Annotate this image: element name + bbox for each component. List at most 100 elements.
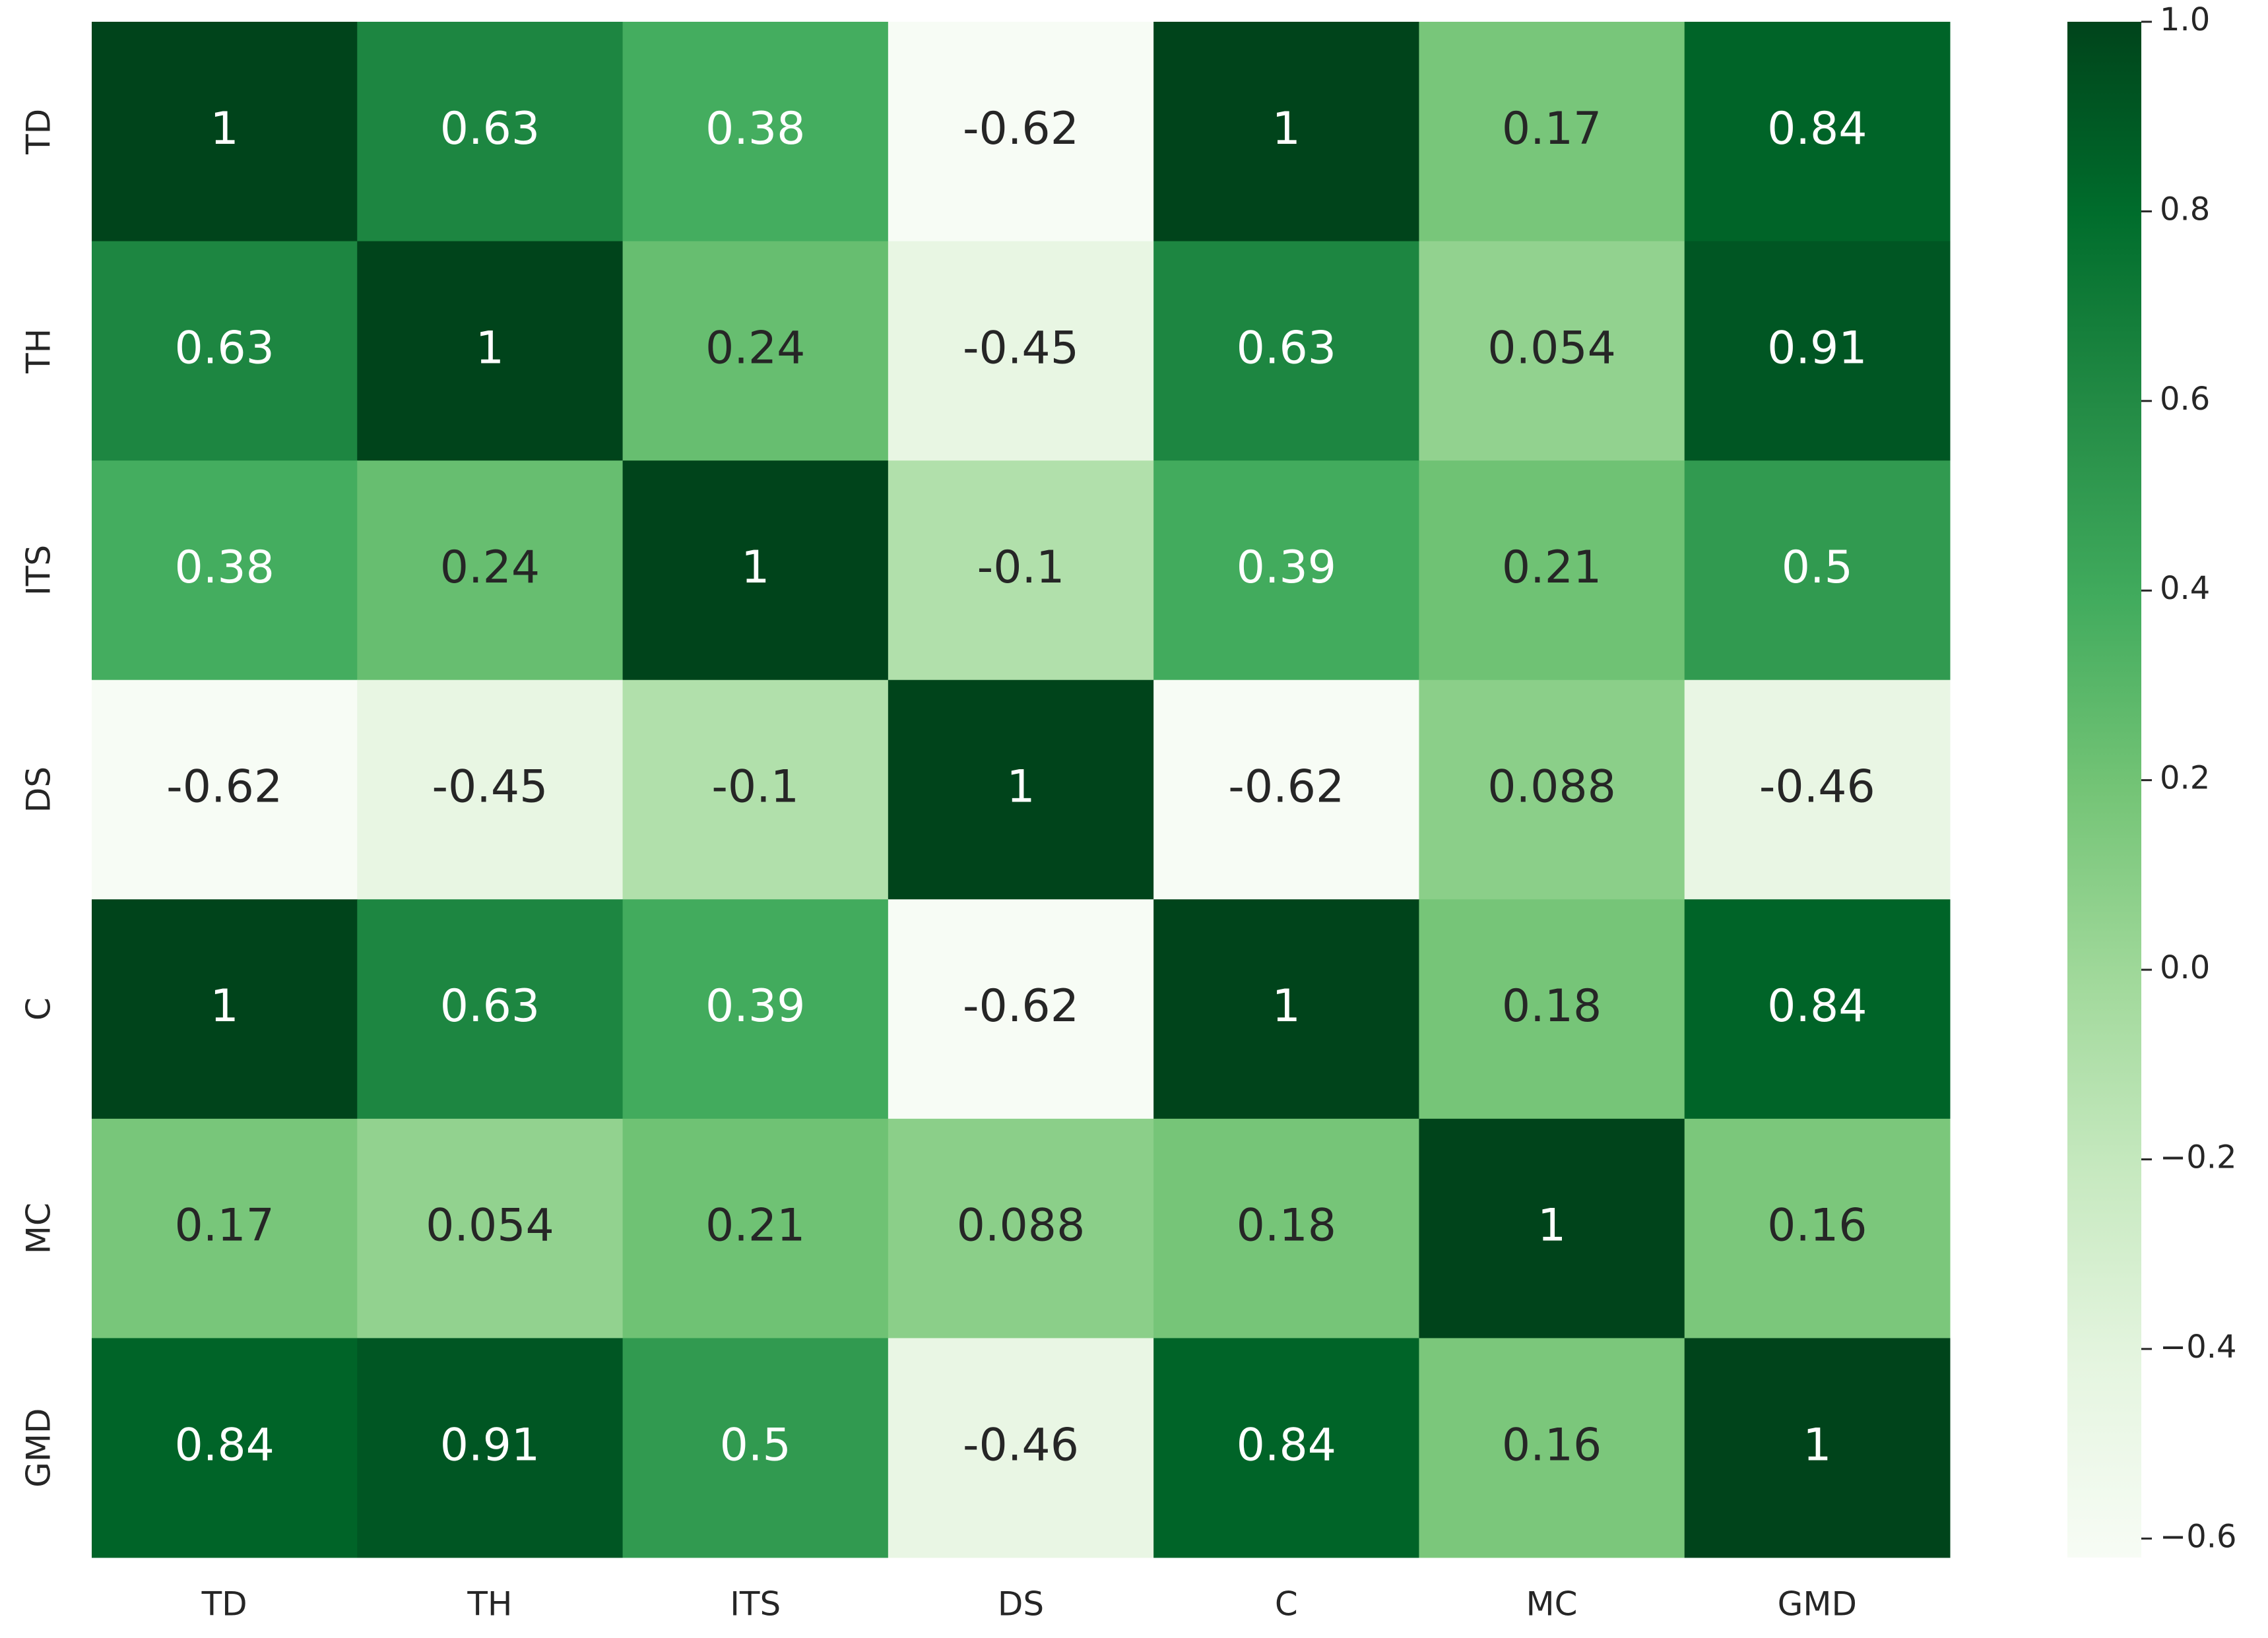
- heatmap-cell: [622, 899, 889, 1119]
- cell-label: -0.46: [963, 1419, 1079, 1471]
- heatmap-cell: [622, 460, 889, 681]
- cell-label: 1: [1006, 761, 1035, 813]
- heatmap-cell: [357, 1118, 624, 1339]
- heatmap-cell: [888, 899, 1154, 1119]
- cell-label: 0.63: [440, 980, 540, 1032]
- cell-label: 0.84: [1767, 980, 1867, 1032]
- cell-label: 0.5: [1782, 542, 1853, 594]
- cell-label: 0.38: [705, 103, 805, 155]
- cell-label: 0.16: [1502, 1419, 1602, 1471]
- heatmap-cell: [1153, 1118, 1419, 1339]
- heatmap-cell: [92, 1118, 358, 1339]
- colorbar-tick-label: 0.0: [2160, 949, 2210, 986]
- cell-label: 1: [741, 542, 769, 594]
- colorbar-tick-label: −0.6: [2160, 1518, 2237, 1555]
- colorbar-tick-label: 0.2: [2160, 760, 2210, 797]
- cell-label: 0.24: [440, 542, 540, 594]
- cell-label: -0.45: [963, 322, 1079, 374]
- cell-label: 0.84: [1767, 103, 1867, 155]
- cell-label: 0.054: [426, 1200, 554, 1252]
- cell-label: -0.62: [963, 980, 1079, 1032]
- heatmap-cell: [357, 22, 624, 242]
- cell-label: 0.84: [174, 1419, 274, 1471]
- cell-label: 1: [211, 103, 239, 155]
- heatmap-cell: [357, 1338, 624, 1558]
- heatmap-cell: [622, 1118, 889, 1339]
- heatmap-cell: [92, 460, 358, 681]
- colorbar: [2067, 22, 2141, 1558]
- heatmap-cell: [357, 899, 624, 1119]
- cell-label: 1: [476, 322, 504, 374]
- heatmap-cell: [1419, 899, 1685, 1119]
- heatmap-cell: [1684, 241, 1951, 461]
- cell-label: 1: [1538, 1200, 1566, 1252]
- cell-label: 0.63: [440, 103, 540, 155]
- heatmap-cell: [357, 679, 624, 900]
- heatmap-cell: [622, 241, 889, 461]
- y-tick-label: GMD: [20, 1408, 58, 1488]
- heatmap-cell: [1684, 1338, 1951, 1558]
- cell-label: -0.62: [963, 103, 1079, 155]
- cell-label: 0.16: [1767, 1200, 1867, 1252]
- heatmap-cell: [357, 241, 624, 461]
- cell-label: 0.054: [1487, 322, 1616, 374]
- cell-label: 1: [1803, 1419, 1831, 1471]
- cell-label: 0.91: [440, 1419, 540, 1471]
- heatmap-cell: [1684, 460, 1951, 681]
- heatmap-cell: [1153, 679, 1419, 900]
- heatmap-cell: [888, 679, 1154, 900]
- cell-label: 0.24: [705, 322, 805, 374]
- cell-label: 0.63: [1237, 322, 1336, 374]
- heatmap-cell: [1684, 1118, 1951, 1339]
- heatmap-cell: [1153, 241, 1419, 461]
- heatmap-cell: [888, 22, 1154, 242]
- heatmap-cell: [357, 460, 624, 681]
- heatmap-cell: [1684, 22, 1951, 242]
- cell-label: 0.21: [1502, 542, 1602, 594]
- colorbar-tick-label: 0.8: [2160, 191, 2210, 228]
- cell-label: 0.39: [705, 980, 805, 1032]
- heatmap-cell: [92, 241, 358, 461]
- cell-label: 1: [1272, 103, 1301, 155]
- heatmap-cell: [622, 679, 889, 900]
- cell-label: -0.1: [711, 761, 799, 813]
- cell-label: -0.62: [166, 761, 282, 813]
- heatmap-cell: [1684, 899, 1951, 1119]
- x-tick-label: MC: [1526, 1585, 1578, 1623]
- heatmap-cell: [888, 1118, 1154, 1339]
- heatmap-cell: [1419, 679, 1685, 900]
- cell-label: 0.84: [1237, 1419, 1336, 1471]
- x-tick-label: GMD: [1778, 1585, 1857, 1623]
- heatmap-cell: [622, 22, 889, 242]
- cell-label: -0.45: [432, 761, 548, 813]
- x-tick-label: DS: [998, 1585, 1044, 1623]
- cell-label: 0.18: [1237, 1200, 1336, 1252]
- colorbar-tick-label: −0.4: [2160, 1329, 2237, 1366]
- x-tick-label: TD: [201, 1585, 247, 1623]
- colorbar-tick-label: 1.0: [2160, 1, 2210, 38]
- heatmap-cell: [1419, 1118, 1685, 1339]
- y-tick-label: TH: [20, 329, 58, 374]
- cell-label: 0.91: [1767, 322, 1867, 374]
- cell-label: 0.17: [1502, 103, 1602, 155]
- cell-label: 0.63: [174, 322, 274, 374]
- heatmap-cell: [92, 679, 358, 900]
- heatmap-cell: [1419, 1338, 1685, 1558]
- heatmap-cell: [1153, 22, 1419, 242]
- x-tick-label: ITS: [730, 1585, 781, 1623]
- heatmap-cell: [1153, 1338, 1419, 1558]
- y-tick-label: MC: [20, 1203, 58, 1254]
- cell-label: 0.21: [705, 1200, 805, 1252]
- cell-label: 1: [211, 980, 239, 1032]
- cell-label: 0.38: [174, 542, 274, 594]
- y-tick-label: ITS: [20, 545, 58, 596]
- heatmap-cell: [888, 460, 1154, 681]
- heatmap-cell: [92, 22, 358, 242]
- x-tick-label: TH: [467, 1585, 512, 1623]
- x-tick-label: C: [1275, 1585, 1298, 1623]
- heatmap-cell: [1684, 679, 1951, 900]
- heatmap-cell: [1419, 241, 1685, 461]
- colorbar-tick-label: 0.4: [2160, 570, 2210, 607]
